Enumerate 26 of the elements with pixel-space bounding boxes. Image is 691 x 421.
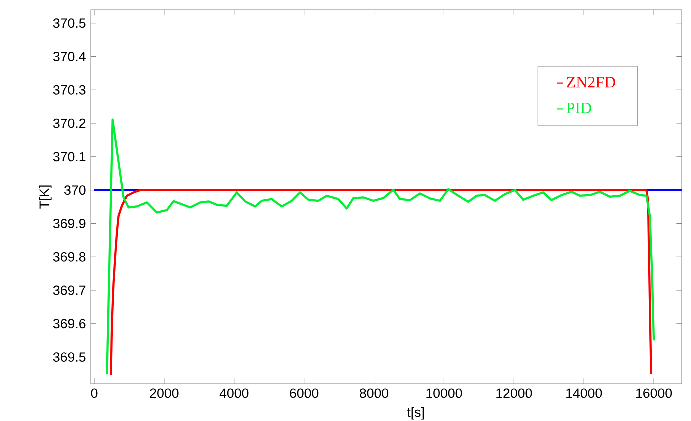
line-series: [106, 118, 656, 376]
y-tick-label: 370.4: [53, 52, 86, 62]
y-tick-label: 369.9: [53, 218, 86, 228]
y-tick-label: 370.2: [53, 118, 86, 128]
x-tick-label: 14000: [566, 388, 602, 398]
x-axis-title: t[s]: [407, 407, 424, 420]
y-tick-label: 369.6: [53, 319, 86, 329]
x-tick-label: 2000: [150, 388, 179, 398]
legend-label: ZN2FD: [567, 77, 616, 88]
y-tick-label: 369.8: [53, 252, 86, 262]
x-tick-label: 16000: [636, 388, 672, 398]
x-tick-label: 8000: [360, 388, 389, 398]
x-tick-label: 4000: [220, 388, 249, 398]
y-tick-label: 370.5: [53, 18, 86, 28]
legend-label: PID: [566, 102, 592, 114]
x-tick-label: 10000: [426, 388, 462, 398]
y-tick-label: 369.7: [53, 286, 86, 296]
x-tick-label: 6000: [290, 388, 319, 398]
y-axis-title: T[K]: [39, 186, 52, 209]
y-tick-label: 370.1: [53, 152, 86, 162]
x-tick-label: 12000: [496, 388, 532, 398]
y-tick-label: 369.5: [53, 352, 86, 362]
line-series: [110, 189, 652, 376]
y-tick-label: 370.3: [53, 85, 86, 95]
y-tick-label: 370: [64, 186, 86, 196]
x-tick-label: 0: [91, 388, 98, 398]
